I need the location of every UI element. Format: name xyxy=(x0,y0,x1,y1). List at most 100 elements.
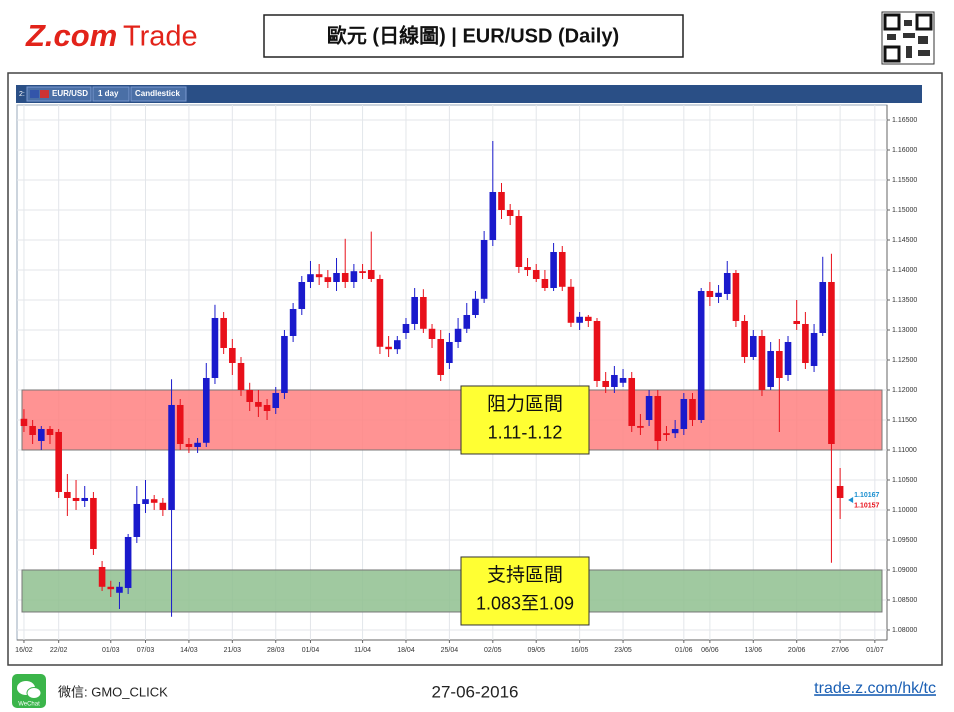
x-tick-label: 06/06 xyxy=(701,647,719,654)
x-tick-label: 11/04 xyxy=(354,647,371,654)
candle-body xyxy=(38,428,45,441)
candle-body xyxy=(489,191,497,240)
candle-body xyxy=(237,362,245,390)
candle-body xyxy=(437,338,445,375)
band-caption-box xyxy=(460,385,590,455)
candle-body xyxy=(515,215,523,267)
candle-body xyxy=(576,316,583,323)
candle-body xyxy=(394,340,401,350)
candle-body xyxy=(281,335,288,393)
candle-body xyxy=(289,308,297,336)
candle-body xyxy=(593,320,601,381)
candle-body xyxy=(611,374,618,387)
x-tick-label: 14/03 xyxy=(180,647,198,654)
candle-body xyxy=(793,320,800,324)
band xyxy=(21,569,883,613)
x-tick-label: 13/06 xyxy=(745,647,763,654)
x-tick-label: 01/04 xyxy=(302,647,320,654)
candle-body xyxy=(116,586,123,593)
candle-body xyxy=(723,272,731,294)
period[interactable]: 1 day xyxy=(98,89,119,98)
candle-body xyxy=(246,389,253,402)
y-tick-label: 1.16500 xyxy=(892,117,917,124)
candle-body xyxy=(558,251,566,287)
x-tick-label: 16/05 xyxy=(571,647,589,654)
x-tick-label: 27/06 xyxy=(831,647,849,654)
toolbar-index: 2: xyxy=(19,91,25,98)
candle-body xyxy=(133,503,141,537)
candle-body xyxy=(706,290,714,297)
candle-body xyxy=(819,281,827,333)
x-tick-label: 01/07 xyxy=(866,647,884,654)
candle-body xyxy=(159,502,167,510)
y-tick-label: 1.09500 xyxy=(892,537,917,544)
chart-style[interactable]: Candlestick xyxy=(135,89,180,98)
candle-body xyxy=(541,278,549,288)
candle-body xyxy=(72,497,80,501)
title: 歐元 (日線圖) | EUR/USD (Daily) xyxy=(327,23,619,47)
wechat-bubble xyxy=(26,687,42,699)
candle-body xyxy=(758,335,766,390)
y-tick-label: 1.08000 xyxy=(892,627,917,634)
candle-body xyxy=(376,278,384,347)
candle-body xyxy=(98,566,106,587)
y-tick-label: 1.10000 xyxy=(892,507,917,514)
x-tick-label: 22/02 xyxy=(50,647,68,654)
link[interactable]: trade.z.com/hk/tc xyxy=(814,680,936,697)
candle-body xyxy=(263,404,271,411)
x-tick-label: 18/04 xyxy=(397,647,415,654)
x-tick-label: 09/05 xyxy=(527,647,545,654)
y-tick-label: 1.13500 xyxy=(892,297,917,304)
band-label: 1.11-1.12 xyxy=(488,423,563,443)
candle-body xyxy=(150,499,158,503)
candle-body xyxy=(298,281,306,309)
band-name: 阻力區間 xyxy=(487,393,563,415)
x-tick-label: 21/03 xyxy=(224,647,242,654)
x-tick-label: 01/03 xyxy=(102,647,120,654)
candle-body xyxy=(680,398,688,429)
candle-body xyxy=(90,497,97,549)
candle-body xyxy=(550,251,557,288)
y-tick-label: 1.11500 xyxy=(892,417,917,424)
last-price-label: 1.10157 xyxy=(854,502,879,509)
symbol[interactable]: EUR/USD xyxy=(52,89,88,98)
candle-body xyxy=(168,404,175,510)
candle-body xyxy=(315,274,323,278)
candle-body xyxy=(784,341,792,375)
candle-body xyxy=(802,323,809,363)
logo: Z.com xyxy=(25,18,117,53)
band xyxy=(21,389,883,451)
candle-body xyxy=(55,431,62,492)
band-caption-box xyxy=(460,556,590,626)
y-tick-label: 1.08500 xyxy=(892,597,917,604)
candle-body xyxy=(333,272,340,282)
candle-body xyxy=(810,332,818,366)
candle-body xyxy=(411,296,418,324)
wechat-label: WeChat xyxy=(18,702,40,708)
candle-body xyxy=(81,497,89,501)
flag xyxy=(30,90,39,98)
candle-body xyxy=(420,296,427,329)
candle-body xyxy=(185,443,193,447)
candle-body xyxy=(20,418,28,426)
candle-body xyxy=(255,401,262,407)
candle-body xyxy=(741,320,748,357)
period-button[interactable] xyxy=(92,86,130,102)
style-button[interactable] xyxy=(130,86,187,102)
candle-body xyxy=(567,286,575,323)
candle-body xyxy=(176,404,184,444)
candle-body xyxy=(637,425,644,428)
candle-body xyxy=(463,314,471,329)
date: 27-06-2016 xyxy=(432,682,519,701)
x-tick-label: 16/02 xyxy=(15,647,33,654)
candle-body xyxy=(697,290,705,420)
candle-body xyxy=(46,428,54,435)
band-name: 支持區間 xyxy=(487,564,563,586)
plot-area xyxy=(16,104,888,641)
candle-body xyxy=(107,586,115,590)
candle-body xyxy=(506,209,514,216)
x-tick-label: 01/06 xyxy=(675,647,693,654)
candle-body xyxy=(828,281,835,444)
candle-body xyxy=(585,316,592,321)
candle-body xyxy=(220,317,227,348)
